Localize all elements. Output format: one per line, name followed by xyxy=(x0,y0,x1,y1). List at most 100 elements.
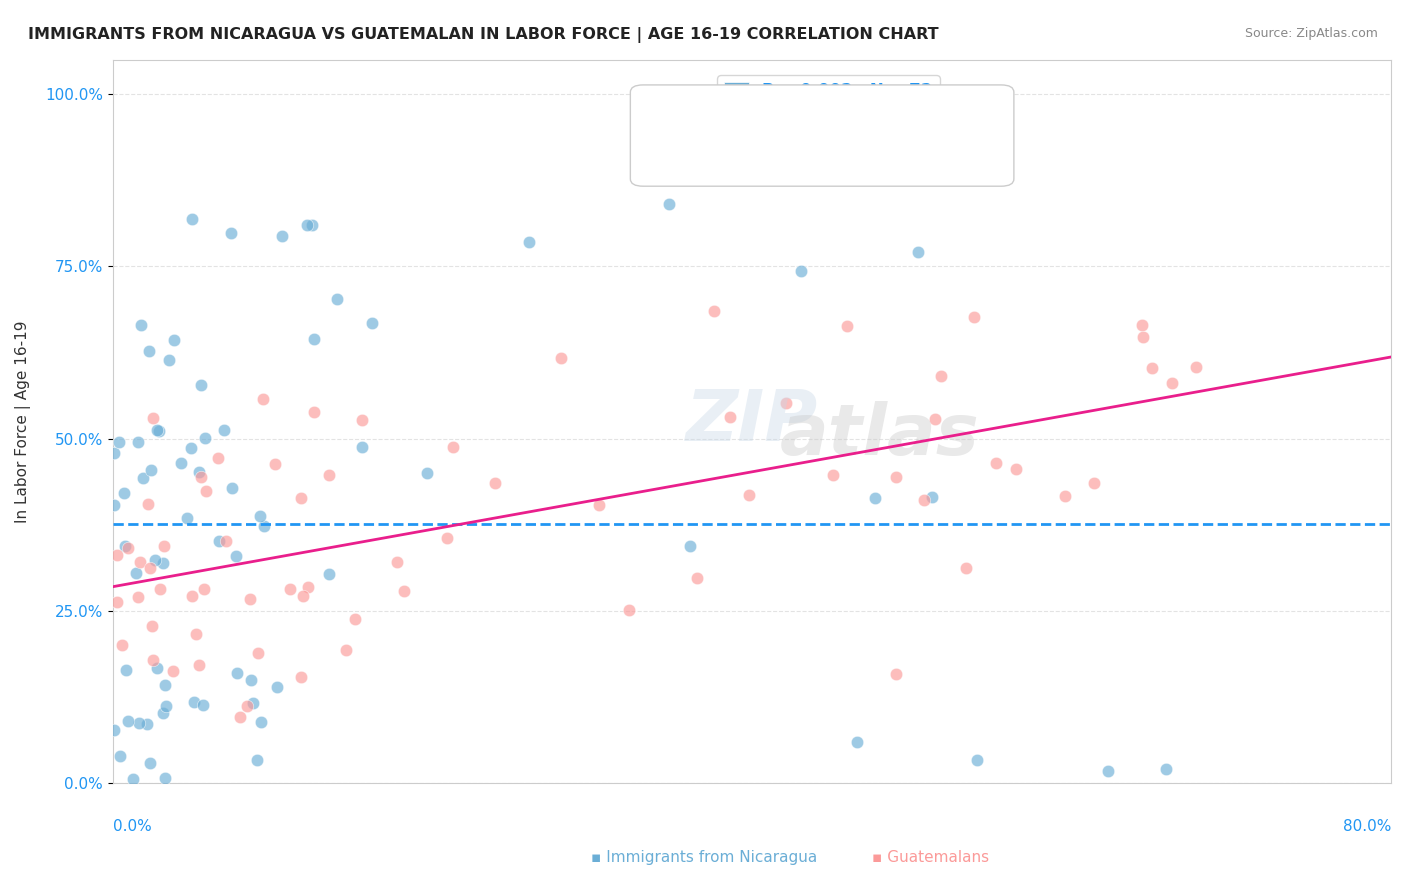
Point xyxy=(105,548,128,562)
Point xyxy=(249,508,271,523)
Point xyxy=(1004,462,1026,476)
Point xyxy=(360,316,382,330)
Point xyxy=(236,699,259,714)
Point xyxy=(658,197,681,211)
Point xyxy=(318,468,340,483)
Point xyxy=(325,292,347,306)
Point xyxy=(280,582,302,596)
Point xyxy=(304,332,326,346)
Point xyxy=(290,491,312,505)
Point xyxy=(249,715,271,730)
Point xyxy=(588,498,610,512)
Point xyxy=(122,772,145,786)
Point xyxy=(221,481,243,495)
Point xyxy=(225,549,247,564)
Point xyxy=(112,486,135,500)
Point xyxy=(239,592,262,607)
Point xyxy=(225,665,247,680)
Point xyxy=(146,660,169,674)
Point xyxy=(436,531,458,545)
Point xyxy=(183,695,205,709)
Text: atlas: atlas xyxy=(780,401,980,470)
Point xyxy=(127,590,149,604)
Point xyxy=(318,566,340,581)
Point xyxy=(912,492,935,507)
Point xyxy=(884,667,907,681)
Point xyxy=(335,643,357,657)
Point xyxy=(186,626,208,640)
Point xyxy=(550,351,572,366)
Point xyxy=(884,469,907,483)
Point xyxy=(193,698,215,713)
Point xyxy=(117,541,139,555)
Point xyxy=(352,440,374,454)
Point xyxy=(163,333,186,347)
Point xyxy=(517,235,540,249)
Point xyxy=(152,706,174,721)
Point xyxy=(686,571,709,585)
Point xyxy=(678,539,700,553)
Point xyxy=(115,663,138,677)
Point xyxy=(132,470,155,484)
Point xyxy=(1185,359,1208,374)
Point xyxy=(966,753,988,767)
Point xyxy=(1156,762,1178,776)
Point xyxy=(292,589,315,603)
Point xyxy=(718,409,741,424)
Point xyxy=(108,748,131,763)
Point xyxy=(703,303,725,318)
Point xyxy=(195,484,218,499)
Point xyxy=(1132,318,1154,332)
Point xyxy=(105,595,128,609)
Point xyxy=(153,771,176,785)
Point xyxy=(187,466,209,480)
Point xyxy=(984,456,1007,470)
Point xyxy=(152,540,174,554)
Point xyxy=(846,735,869,749)
Point xyxy=(1097,764,1119,778)
Point xyxy=(229,709,252,723)
Point xyxy=(125,566,148,580)
Point xyxy=(297,580,319,594)
Point xyxy=(181,211,204,226)
Point xyxy=(962,310,984,325)
Point xyxy=(1053,489,1076,503)
Point xyxy=(148,424,170,438)
Point xyxy=(617,603,640,617)
Point xyxy=(188,658,211,673)
Point xyxy=(193,582,215,596)
Point xyxy=(103,498,125,512)
Point xyxy=(823,467,845,482)
Point xyxy=(246,753,269,767)
Point xyxy=(142,653,165,667)
Point xyxy=(139,463,162,477)
Text: ▪ Guatemalans: ▪ Guatemalans xyxy=(872,850,988,865)
Point xyxy=(302,405,325,419)
Point xyxy=(416,466,439,480)
Point xyxy=(790,264,813,278)
Point xyxy=(208,533,231,548)
Point xyxy=(252,392,274,406)
Point xyxy=(103,446,125,460)
Point xyxy=(392,583,415,598)
Point xyxy=(931,369,953,384)
FancyBboxPatch shape xyxy=(630,85,1014,186)
Text: ▪ Immigrants from Nicaragua: ▪ Immigrants from Nicaragua xyxy=(591,850,817,865)
Point xyxy=(385,555,408,569)
Point xyxy=(145,423,167,437)
Point xyxy=(921,491,943,505)
Point xyxy=(129,555,152,569)
Text: IMMIGRANTS FROM NICARAGUA VS GUATEMALAN IN LABOR FORCE | AGE 16-19 CORRELATION C: IMMIGRANTS FROM NICARAGUA VS GUATEMALAN … xyxy=(28,27,939,43)
Point xyxy=(295,219,318,233)
Point xyxy=(138,343,160,358)
Point xyxy=(207,451,229,466)
Point xyxy=(136,717,159,731)
Point xyxy=(350,413,373,427)
Text: 0.0%: 0.0% xyxy=(112,819,152,834)
Text: ZIP: ZIP xyxy=(686,387,818,456)
Point xyxy=(117,714,139,728)
Point xyxy=(1160,376,1182,391)
Point xyxy=(737,488,759,502)
Point xyxy=(180,442,202,456)
Point xyxy=(152,556,174,570)
